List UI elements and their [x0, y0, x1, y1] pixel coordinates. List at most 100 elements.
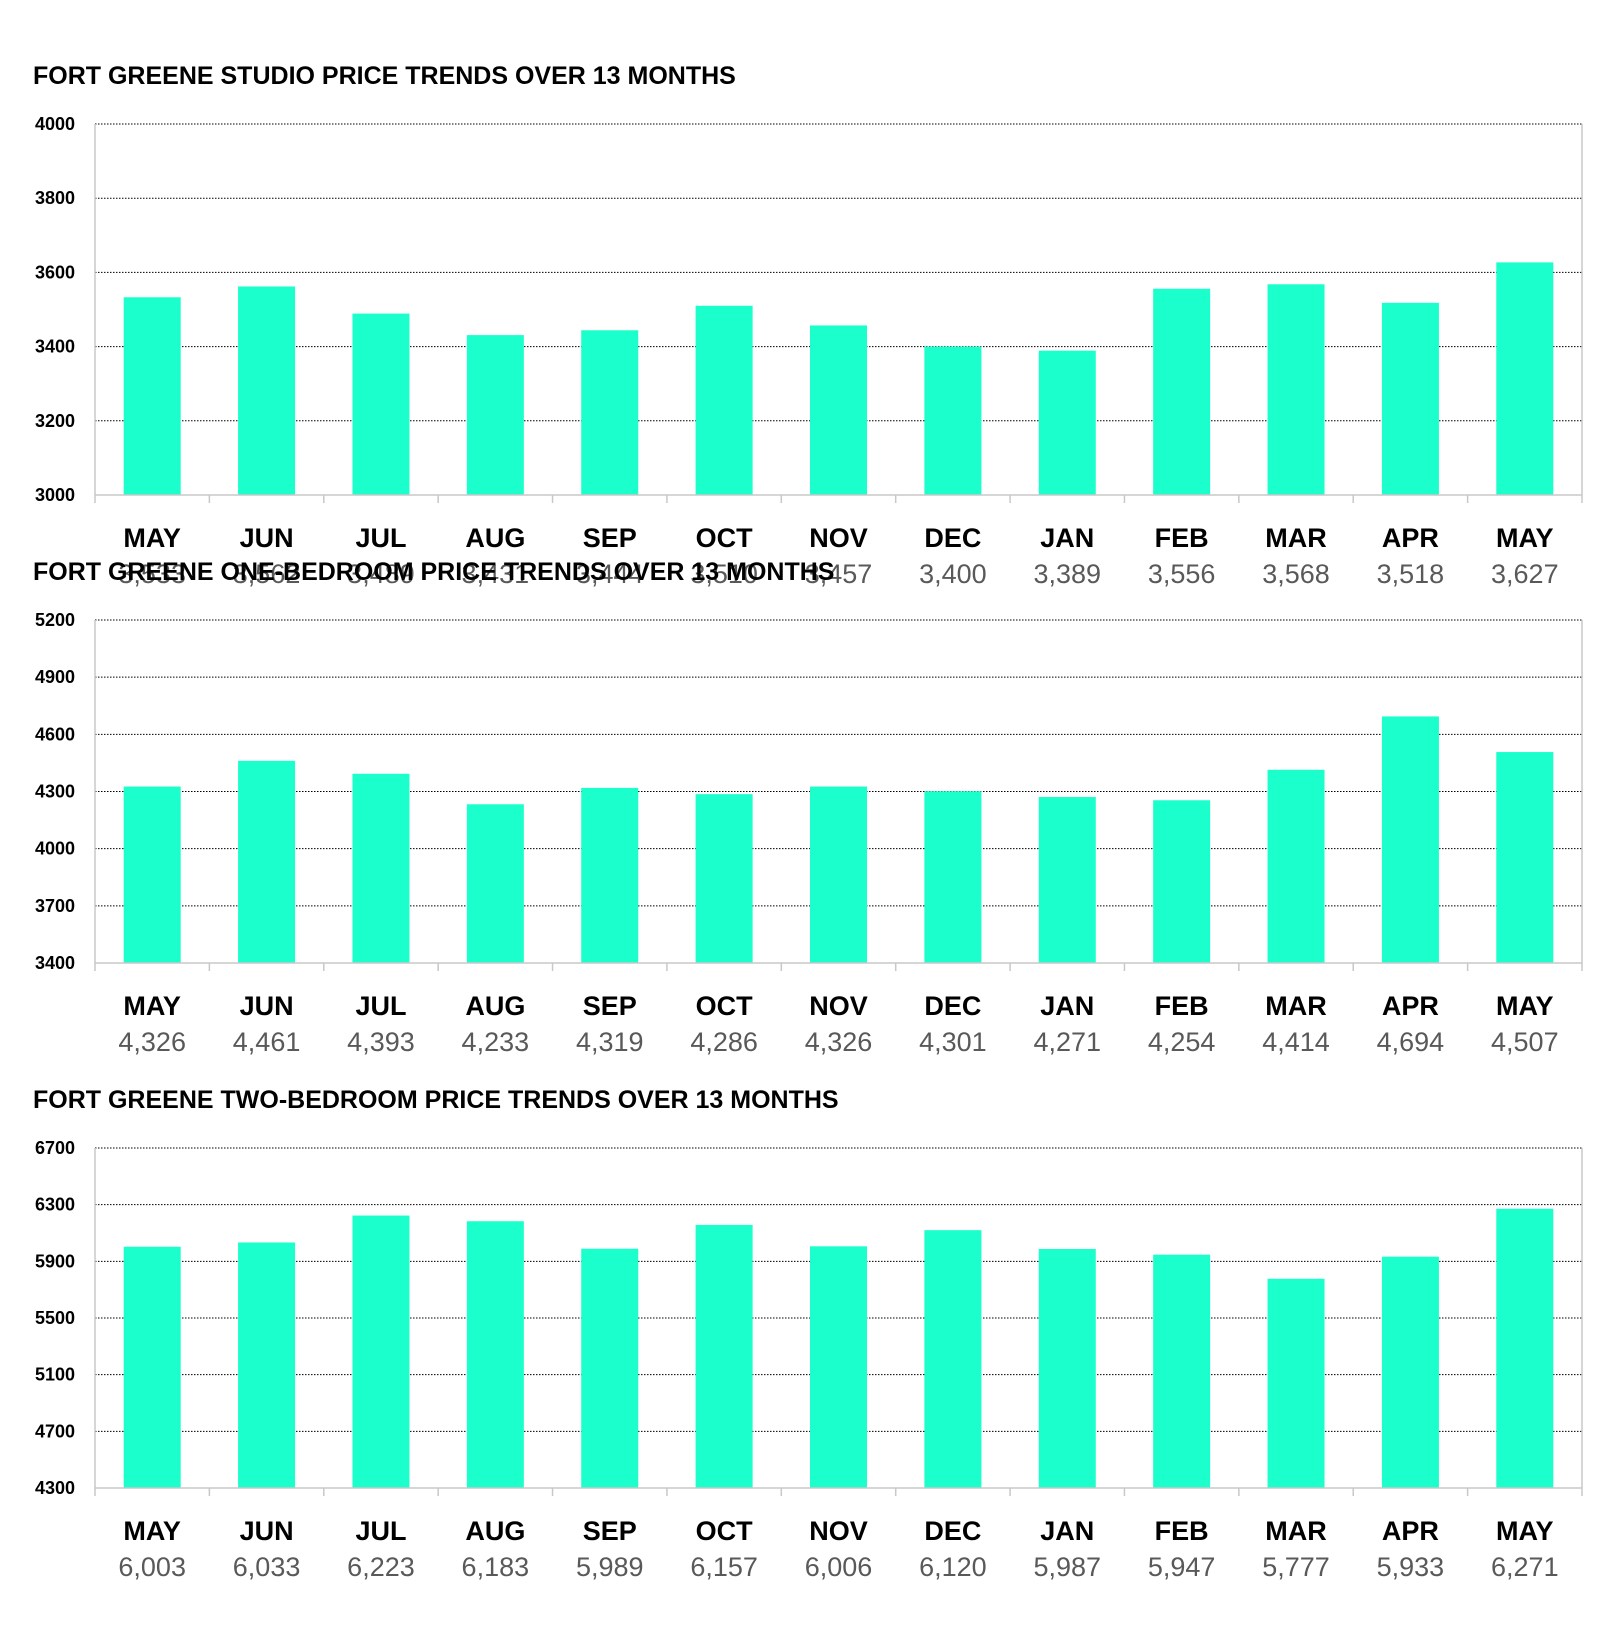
bar — [1381, 1256, 1439, 1488]
bar — [810, 325, 867, 495]
y-tick-label: 3200 — [35, 411, 75, 431]
bar — [1038, 1249, 1096, 1488]
bar — [466, 1221, 524, 1488]
bar — [466, 335, 524, 495]
data-label: 3,568 — [1262, 559, 1330, 589]
data-label: 3,510 — [690, 559, 758, 589]
x-tick-label: FEB — [1155, 1516, 1209, 1546]
y-tick-label: 5100 — [35, 1365, 75, 1385]
x-tick-label: NOV — [809, 523, 868, 553]
data-label: 3,400 — [919, 559, 987, 589]
data-label: 3,533 — [118, 559, 186, 589]
data-label: 6,223 — [347, 1552, 415, 1582]
chart-title: FORT GREENE TWO-BEDROOM PRICE TRENDS OVE… — [33, 1086, 839, 1114]
y-tick-label: 3700 — [35, 896, 75, 916]
bar — [123, 786, 181, 963]
data-label: 3,489 — [347, 559, 415, 589]
y-tick-label: 5900 — [35, 1251, 75, 1271]
x-tick-label: FEB — [1155, 523, 1209, 553]
data-label: 4,301 — [919, 1027, 987, 1057]
y-tick-label: 4900 — [35, 667, 75, 687]
y-tick-label: 6300 — [35, 1195, 75, 1215]
y-tick-label: 4000 — [35, 839, 75, 859]
x-tick-label: MAY — [1496, 523, 1554, 553]
bar — [123, 1246, 181, 1488]
data-label: 5,933 — [1377, 1552, 1445, 1582]
bar — [1267, 284, 1325, 495]
x-tick-label: JAN — [1040, 991, 1094, 1021]
bar — [1153, 288, 1211, 495]
data-label: 3,518 — [1377, 559, 1445, 589]
bar — [1496, 752, 1554, 963]
data-label: 5,989 — [576, 1552, 644, 1582]
x-tick-label: JUL — [355, 991, 406, 1021]
bar — [695, 1224, 753, 1488]
y-tick-label: 5200 — [35, 610, 75, 630]
data-label: 4,286 — [690, 1027, 758, 1057]
x-tick-label: MAY — [123, 1516, 181, 1546]
x-tick-label: MAY — [1496, 991, 1554, 1021]
x-tick-label: JUL — [355, 523, 406, 553]
bar — [238, 1242, 296, 1488]
data-label: 5,777 — [1262, 1552, 1330, 1582]
bar — [1267, 1278, 1325, 1488]
bar — [1496, 1208, 1554, 1488]
x-tick-label: DEC — [924, 523, 981, 553]
x-tick-label: JUN — [240, 991, 294, 1021]
x-tick-label: MAR — [1265, 1516, 1327, 1546]
x-tick-label: APR — [1382, 1516, 1439, 1546]
x-tick-label: OCT — [696, 1516, 754, 1546]
y-tick-label: 4600 — [35, 724, 75, 744]
data-label: 5,987 — [1033, 1552, 1101, 1582]
data-label: 6,271 — [1491, 1552, 1559, 1582]
bar — [695, 305, 753, 495]
bar — [1153, 1254, 1211, 1488]
data-label: 3,431 — [462, 559, 530, 589]
x-tick-label: SEP — [583, 1516, 637, 1546]
x-tick-label: NOV — [809, 1516, 868, 1546]
data-label: 4,461 — [233, 1027, 301, 1057]
one-bedroom-chart-plot: 3400 3700 4000 4300 4600 4900 5200 MAY 4,326 JUN 4… — [35, 610, 1583, 1057]
x-tick-label: OCT — [696, 523, 754, 553]
y-tick-label: 5500 — [35, 1308, 75, 1328]
y-tick-label: 4700 — [35, 1421, 75, 1441]
data-label: 6,157 — [690, 1552, 758, 1582]
y-tick-label: 3400 — [35, 337, 75, 357]
y-tick-label: 4300 — [35, 1478, 75, 1498]
data-label: 4,414 — [1262, 1027, 1330, 1057]
data-label: 4,271 — [1033, 1027, 1101, 1057]
x-tick-label: JAN — [1040, 523, 1094, 553]
x-tick-label: SEP — [583, 523, 637, 553]
data-label: 3,444 — [576, 559, 644, 589]
x-tick-label: NOV — [809, 991, 868, 1021]
x-tick-label: JUN — [240, 1516, 294, 1546]
data-label: 4,233 — [462, 1027, 530, 1057]
x-tick-label: AUG — [465, 1516, 525, 1546]
x-tick-label: APR — [1382, 991, 1439, 1021]
bar — [1153, 800, 1211, 963]
two-bedroom-chart-plot: 4300 4700 5100 5500 5900 6300 6700 MAY 6,003 JUN 6… — [35, 1138, 1583, 1582]
y-tick-label: 4300 — [35, 782, 75, 802]
bar — [238, 286, 296, 495]
data-label: 4,319 — [576, 1027, 644, 1057]
bar — [581, 787, 639, 963]
x-tick-label: MAY — [1496, 1516, 1554, 1546]
bar — [581, 1248, 639, 1488]
data-label: 4,393 — [347, 1027, 415, 1057]
bar — [695, 794, 753, 963]
x-tick-label: DEC — [924, 991, 981, 1021]
x-tick-label: SEP — [583, 991, 637, 1021]
x-tick-label: OCT — [696, 991, 754, 1021]
x-tick-label: MAR — [1265, 523, 1327, 553]
data-label: 3,562 — [233, 559, 301, 589]
y-tick-label: 3800 — [35, 188, 75, 208]
bar — [924, 1230, 982, 1488]
x-tick-label: MAR — [1265, 991, 1327, 1021]
x-tick-label: DEC — [924, 1516, 981, 1546]
data-label: 4,694 — [1377, 1027, 1445, 1057]
y-tick-label: 6700 — [35, 1138, 75, 1158]
data-label: 6,006 — [805, 1552, 873, 1582]
data-label: 3,627 — [1491, 559, 1559, 589]
data-label: 6,033 — [233, 1552, 301, 1582]
data-label: 6,120 — [919, 1552, 987, 1582]
